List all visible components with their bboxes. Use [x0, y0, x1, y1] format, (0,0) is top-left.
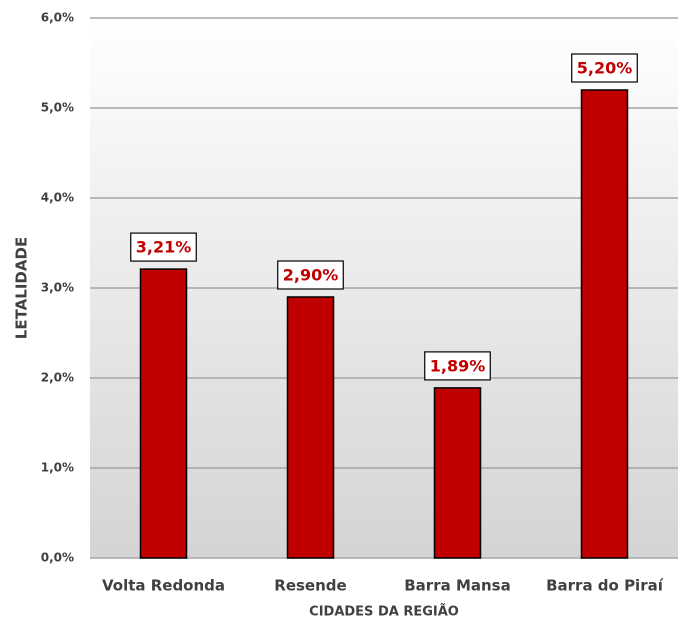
bar: [580, 89, 629, 559]
value-label-box: [424, 351, 491, 381]
value-label: 5,20%: [577, 59, 633, 78]
value-label: 1,89%: [430, 356, 486, 375]
x-axis-title: CIDADES DA REGIÃO: [309, 604, 459, 620]
y-tick-label: 6,0%: [41, 11, 74, 25]
y-tick-label: 1,0%: [41, 461, 74, 475]
value-label-box: [571, 53, 638, 83]
y-tick-label: 3,0%: [41, 281, 74, 295]
y-tick-label: 5,0%: [41, 101, 74, 115]
y-tick-label: 2,0%: [41, 371, 74, 385]
value-label: 2,90%: [283, 266, 339, 285]
bar: [433, 387, 482, 559]
y-tick-label: 0,0%: [41, 551, 74, 565]
x-tick-label: Barra Mansa: [404, 577, 510, 595]
x-tick-label: Resende: [274, 577, 346, 595]
y-axis-title: LETALIDADE: [13, 237, 31, 339]
value-label-box: [130, 232, 197, 262]
value-label-box: [277, 260, 344, 290]
bar: [139, 268, 188, 559]
value-label: 3,21%: [136, 238, 192, 257]
x-tick-label: Barra do Piraí: [546, 577, 664, 595]
x-tick-label: Volta Redonda: [102, 577, 225, 595]
bar: [286, 296, 335, 559]
y-tick-label: 4,0%: [41, 191, 74, 205]
